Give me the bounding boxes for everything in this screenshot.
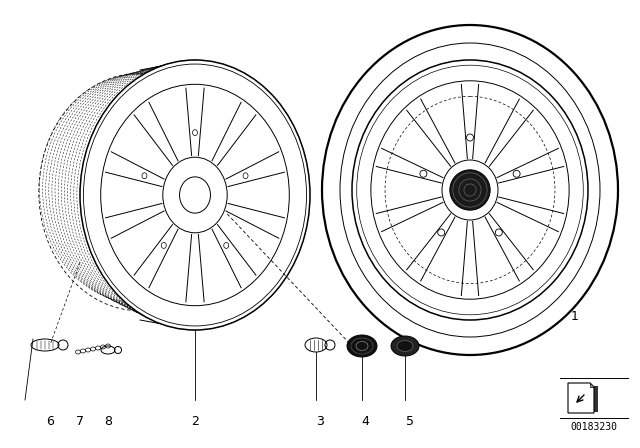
Text: 7: 7 — [76, 415, 84, 428]
Text: 2: 2 — [191, 415, 199, 428]
Text: 4: 4 — [361, 415, 369, 428]
Text: 00183230: 00183230 — [570, 422, 618, 432]
Polygon shape — [568, 383, 594, 413]
Polygon shape — [572, 386, 598, 412]
Polygon shape — [590, 383, 594, 387]
Text: 6: 6 — [46, 415, 54, 428]
Circle shape — [450, 170, 490, 210]
Ellipse shape — [322, 25, 618, 355]
Text: 3: 3 — [316, 415, 324, 428]
Text: 5: 5 — [406, 415, 414, 428]
Ellipse shape — [340, 43, 600, 337]
Ellipse shape — [347, 335, 377, 357]
Ellipse shape — [80, 60, 310, 330]
Text: 1: 1 — [571, 310, 579, 323]
Ellipse shape — [391, 336, 419, 356]
Text: 8: 8 — [104, 415, 112, 428]
Ellipse shape — [352, 60, 588, 320]
Ellipse shape — [397, 340, 413, 352]
